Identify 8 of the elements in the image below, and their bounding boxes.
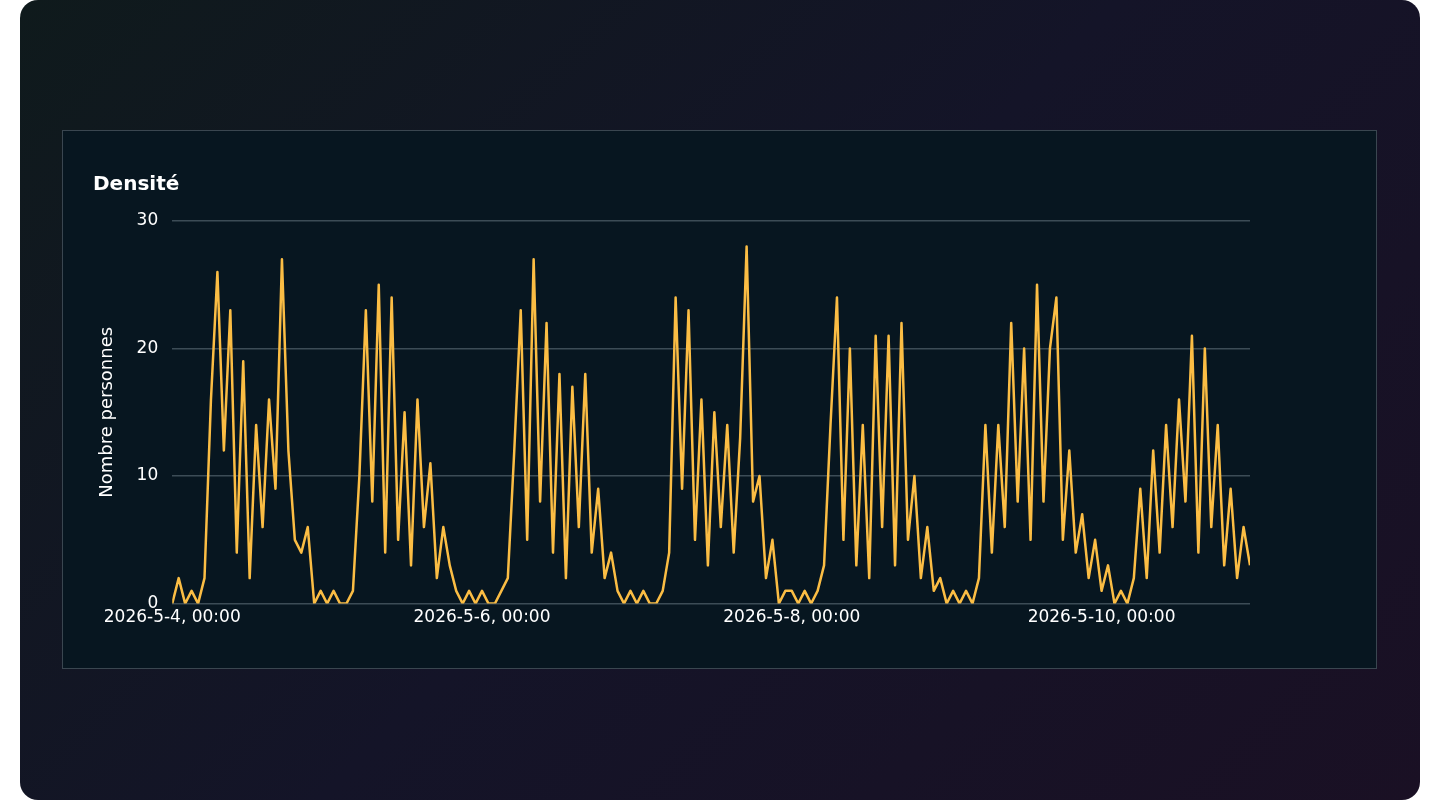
- x-tick-label: 2026-5-10, 00:00: [1027, 606, 1176, 627]
- y-tick-label: 20: [136, 336, 159, 357]
- y-tick-label: 30: [136, 209, 159, 230]
- y-axis-title: Nombre personnes: [95, 326, 117, 498]
- x-tick-label: 2026-5-8, 00:00: [723, 606, 861, 627]
- y-tick-label: 10: [136, 464, 159, 485]
- chart-title: Densité: [93, 171, 180, 196]
- x-tick-label: 2026-5-6, 00:00: [413, 606, 551, 627]
